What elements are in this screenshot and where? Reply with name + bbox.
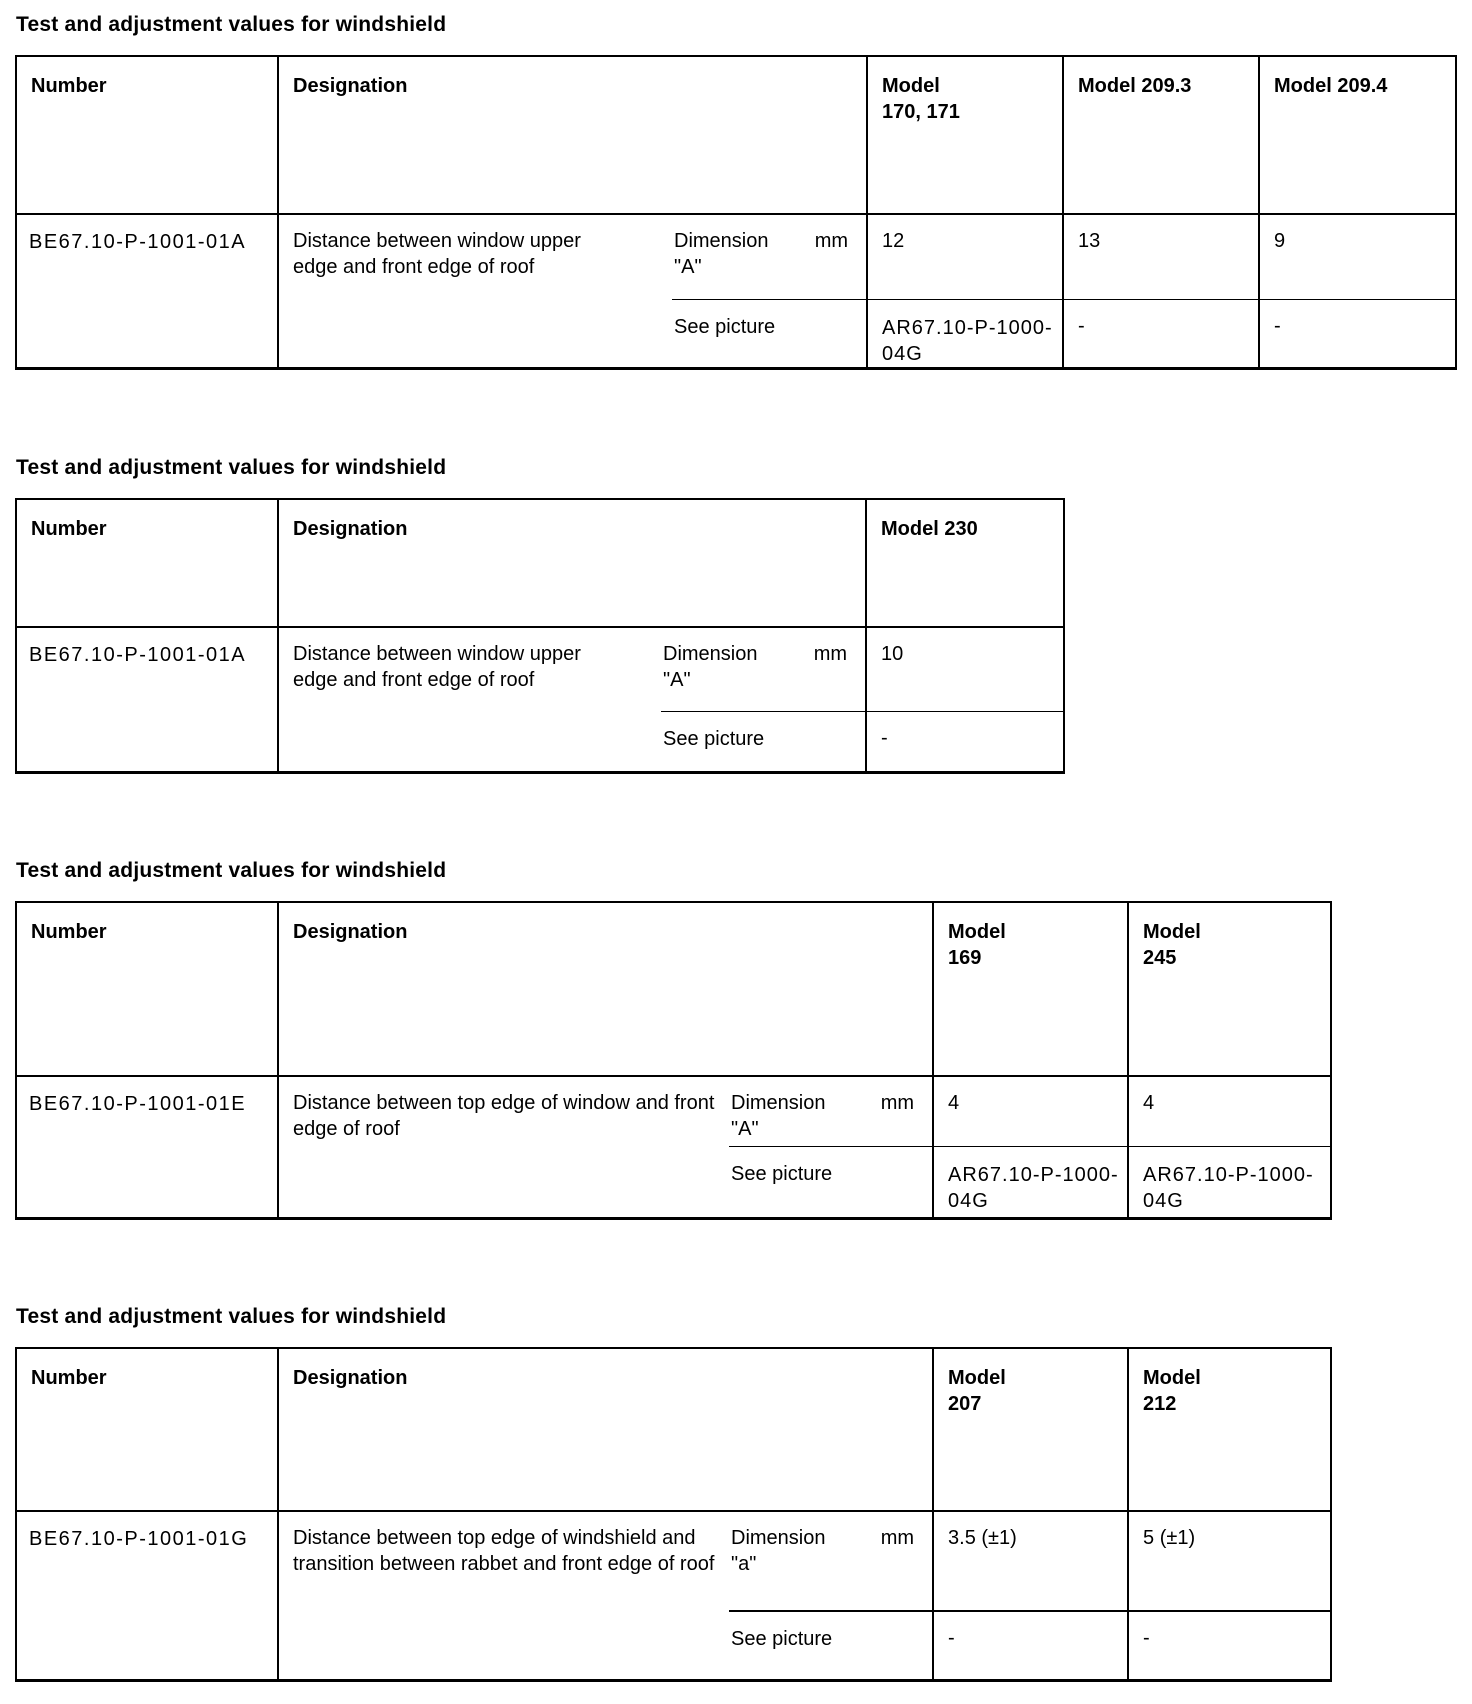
- column-header-model: Model 169: [932, 902, 1129, 1077]
- see-picture-label: See picture: [729, 1145, 934, 1218]
- value-cell: 12: [866, 214, 1064, 299]
- dimension-cell: Dimension mm "A": [672, 214, 867, 299]
- column-header-model: Model 212: [1127, 1347, 1332, 1512]
- unit-label: mm: [813, 642, 848, 665]
- picture-cell: -: [1062, 298, 1260, 368]
- column-header-number: Number: [16, 56, 279, 215]
- value-cell: 4: [932, 1076, 1129, 1146]
- section-title: Test and adjustment values for windshiel…: [16, 859, 447, 882]
- dimension-name: "A": [663, 668, 691, 691]
- dimension-line: Dimension mm: [731, 1525, 914, 1551]
- number-cell: BE67.10-P-1001-01A: [16, 214, 279, 368]
- unit-label: mm: [880, 1092, 915, 1114]
- number-cell: BE67.10-P-1001-01G: [16, 1510, 279, 1681]
- spec-table-1: Number Designation Model 170, 171 Model …: [15, 55, 1458, 370]
- column-header-number: Number: [16, 498, 279, 628]
- see-picture-label: See picture: [729, 1609, 934, 1681]
- dimension-name: "A": [731, 1118, 759, 1140]
- spec-table-4: Number Designation Model 207 Model 212 B…: [15, 1346, 1333, 1682]
- designation-cell: Distance between top edge of window and …: [293, 1092, 715, 1140]
- designation-cell: Distance between window upper edge and f…: [293, 642, 581, 691]
- column-header-model: Model 230: [865, 498, 1065, 628]
- value-cell: 13: [1062, 214, 1260, 299]
- value-cell: 4: [1127, 1076, 1332, 1146]
- picture-cell: AR67.10-P-1000-04G: [932, 1145, 1129, 1218]
- section-title: Test and adjustment values for windshiel…: [16, 1304, 447, 1328]
- column-header-model: Model 209.4: [1258, 56, 1457, 215]
- spec-table-2: Number Designation Model 230 BE67.10-P-1…: [15, 497, 1066, 774]
- column-header-designation: Designation: [278, 1347, 934, 1512]
- column-header-model: Model 170, 171: [866, 56, 1064, 215]
- number-cell: BE67.10-P-1001-01A: [16, 626, 279, 773]
- picture-cell: -: [865, 711, 1065, 773]
- spec-table-3: Number Designation Model 169 Model 245 B…: [15, 901, 1333, 1220]
- picture-cell: AR67.10-P-1000-04G: [1127, 1145, 1332, 1218]
- unit-label: mm: [880, 1526, 915, 1549]
- dimension-line: Dimension mm: [731, 1090, 914, 1116]
- picture-cell: -: [932, 1609, 1129, 1681]
- column-header-designation: Designation: [278, 498, 867, 628]
- dimension-name: "A": [674, 256, 702, 278]
- column-header-designation: Designation: [278, 56, 868, 215]
- dimension-line: Dimension mm: [674, 228, 848, 254]
- dimension-cell: Dimension mm "A": [661, 627, 866, 712]
- dimension-cell: Dimension mm "a": [729, 1511, 933, 1611]
- column-header-designation: Designation: [278, 902, 934, 1077]
- dimension-label: Dimension: [731, 1526, 826, 1549]
- see-picture-label: See picture: [661, 711, 867, 773]
- value-cell: 5 (±1): [1127, 1510, 1332, 1611]
- value-cell: 10: [865, 626, 1065, 712]
- section-title: Test and adjustment values for windshiel…: [16, 13, 447, 36]
- dimension-label: Dimension: [663, 642, 758, 665]
- column-header-number: Number: [16, 1347, 279, 1512]
- dimension-label: Dimension: [731, 1092, 826, 1114]
- designation-cell: Distance between window upper edge and f…: [293, 230, 581, 278]
- designation-cell: Distance between top edge of windshield …: [293, 1526, 715, 1575]
- picture-cell: AR67.10-P-1000-04G: [866, 298, 1064, 368]
- unit-label: mm: [814, 230, 849, 252]
- picture-cell: -: [1258, 298, 1457, 368]
- value-cell: 3.5 (±1): [932, 1510, 1129, 1611]
- column-header-model: Model 207: [932, 1347, 1129, 1512]
- see-picture-label: See picture: [672, 298, 868, 368]
- dimension-name: "a": [731, 1552, 757, 1575]
- dimension-line: Dimension mm: [663, 641, 847, 667]
- dimension-cell: Dimension mm "A": [729, 1076, 933, 1146]
- column-header-number: Number: [16, 902, 279, 1077]
- section-title: Test and adjustment values for windshiel…: [16, 455, 447, 479]
- dimension-label: Dimension: [674, 230, 769, 252]
- number-cell: BE67.10-P-1001-01E: [16, 1076, 279, 1218]
- value-cell: 9: [1258, 214, 1457, 299]
- picture-cell: -: [1127, 1609, 1332, 1681]
- column-header-model: Model 209.3: [1062, 56, 1260, 215]
- column-header-model: Model 245: [1127, 902, 1332, 1077]
